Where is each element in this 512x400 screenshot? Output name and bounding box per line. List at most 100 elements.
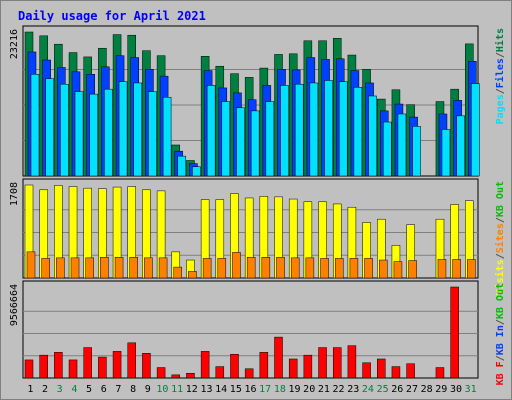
day-label-20: 20: [303, 384, 315, 395]
bar-kb-f-day-23: [347, 345, 357, 379]
day-label-2: 2: [42, 384, 48, 395]
bar-pages-day-10: [162, 96, 172, 177]
bar-pages-day-23: [353, 87, 363, 177]
bar-sites-day-30: [452, 259, 461, 279]
bar-pages-day-1: [30, 74, 40, 177]
day-label-14: 14: [215, 384, 227, 395]
bar-sites-day-19: [290, 257, 300, 279]
day-label-4: 4: [71, 384, 77, 395]
day-label-9: 9: [145, 384, 151, 395]
bar-pages-day-7: [118, 81, 128, 177]
legend-entry: Sites: [494, 223, 506, 253]
bar-sites-day-2: [41, 258, 50, 279]
legend-entry: Files: [494, 58, 506, 88]
bar-pages-day-21: [324, 80, 333, 177]
bar-kb-f-day-29: [435, 367, 445, 379]
bar-kb-f-day-11: [171, 374, 181, 379]
bars-kbytes: [24, 286, 459, 379]
bar-pages-day-5: [89, 93, 98, 177]
bar-pages-day-16: [250, 110, 260, 177]
bar-pages-day-4: [74, 91, 84, 177]
bar-sites-day-4: [70, 257, 80, 279]
bars-visits-sites: [24, 184, 476, 279]
bar-pages-day-15: [236, 107, 245, 177]
bar-pages-day-25: [383, 121, 392, 177]
day-label-10: 10: [156, 384, 168, 395]
scale-max-label: 1708: [9, 182, 20, 206]
legend-entry: /: [495, 217, 506, 223]
day-label-5: 5: [86, 384, 92, 395]
bar-kb-f-day-18: [274, 336, 283, 379]
bar-pages-day-30: [456, 115, 465, 177]
bar-kb-f-day-15: [230, 353, 239, 379]
legend-kbytes: KB F/KB In/KB Out: [495, 283, 506, 385]
bar-pages-day-2: [45, 78, 54, 177]
day-label-23: 23: [347, 384, 359, 395]
legend-entry: KB Out: [495, 283, 506, 319]
day-label-17: 17: [259, 384, 271, 395]
legend-entry: /: [495, 253, 506, 259]
day-label-25: 25: [377, 384, 389, 395]
legend-entry: /: [495, 355, 506, 361]
scale-max-label: 23216: [9, 29, 20, 59]
legend-hits-files-pages: Pages/Files/Hits: [494, 28, 506, 124]
bar-pages-day-19: [294, 83, 304, 177]
day-label-8: 8: [130, 384, 136, 395]
bar-sites-day-15: [232, 252, 241, 279]
bar-sites-day-18: [276, 257, 285, 279]
scale-max-label: 9566664: [9, 284, 20, 326]
day-label-19: 19: [289, 384, 301, 395]
day-label-21: 21: [318, 384, 330, 395]
bar-kb-f-day-3: [54, 352, 63, 379]
bar-kb-f-day-9: [142, 353, 151, 379]
bar-pages-day-29: [441, 129, 451, 177]
bar-pages-day-11: [177, 155, 187, 177]
bar-kb-f-day-8: [127, 342, 136, 379]
bar-sites-day-12: [188, 271, 197, 279]
bar-pages-day-14: [221, 101, 231, 177]
bar-sites-day-17: [261, 257, 271, 279]
bar-kb-f-day-24: [362, 362, 371, 379]
bar-kb-f-day-27: [406, 363, 415, 379]
legend-entry: /: [495, 52, 506, 58]
bar-kb-f-day-13: [200, 351, 210, 379]
bar-sites-day-25: [379, 259, 388, 279]
bar-sites-day-1: [26, 251, 36, 279]
legend-visits-sites: Visits/Sites/KB Out: [494, 181, 506, 295]
bar-kb-f-day-20: [303, 354, 313, 379]
bar-sites-day-8: [129, 257, 138, 279]
bar-sites-day-6: [100, 257, 109, 279]
bar-sites-day-13: [202, 258, 212, 279]
bar-sites-day-31: [467, 259, 476, 279]
day-label-18: 18: [274, 384, 286, 395]
day-label-22: 22: [333, 384, 345, 395]
bar-sites-day-14: [217, 258, 227, 279]
panel-visits-sites: 1708 Visits/Sites/KB Out: [9, 178, 506, 295]
legend-entry: KB Out: [495, 181, 506, 217]
bar-kb-f-day-25: [377, 358, 386, 379]
bar-sites-day-10: [158, 257, 168, 279]
bar-sites-day-24: [364, 258, 373, 279]
day-label-7: 7: [115, 384, 121, 395]
day-label-6: 6: [101, 384, 107, 395]
bar-kb-f-day-4: [68, 359, 78, 379]
day-label-12: 12: [186, 384, 198, 395]
bar-sites-day-9: [144, 257, 153, 279]
chart-panels: 23216Pages/Files/Hits1708Visits/Sites/KB…: [9, 25, 506, 385]
bar-sites-day-29: [437, 259, 447, 279]
legend-entry: /: [495, 319, 506, 325]
bar-pages-day-3: [60, 83, 69, 177]
bar-kb-f-day-2: [39, 354, 48, 379]
bar-kb-f-day-7: [112, 351, 122, 379]
legend-entry: Pages: [495, 94, 506, 124]
legend-entry: Hits: [494, 28, 506, 52]
day-label-26: 26: [391, 384, 403, 395]
bar-pages-day-20: [309, 82, 319, 177]
bar-sites-day-26: [393, 261, 403, 279]
bar-pages-day-31: [471, 83, 480, 177]
bar-kb-f-day-16: [244, 368, 254, 379]
day-label-11: 11: [171, 384, 183, 395]
bar-kb-f-day-5: [83, 347, 92, 379]
bar-kb-f-day-26: [391, 366, 401, 379]
